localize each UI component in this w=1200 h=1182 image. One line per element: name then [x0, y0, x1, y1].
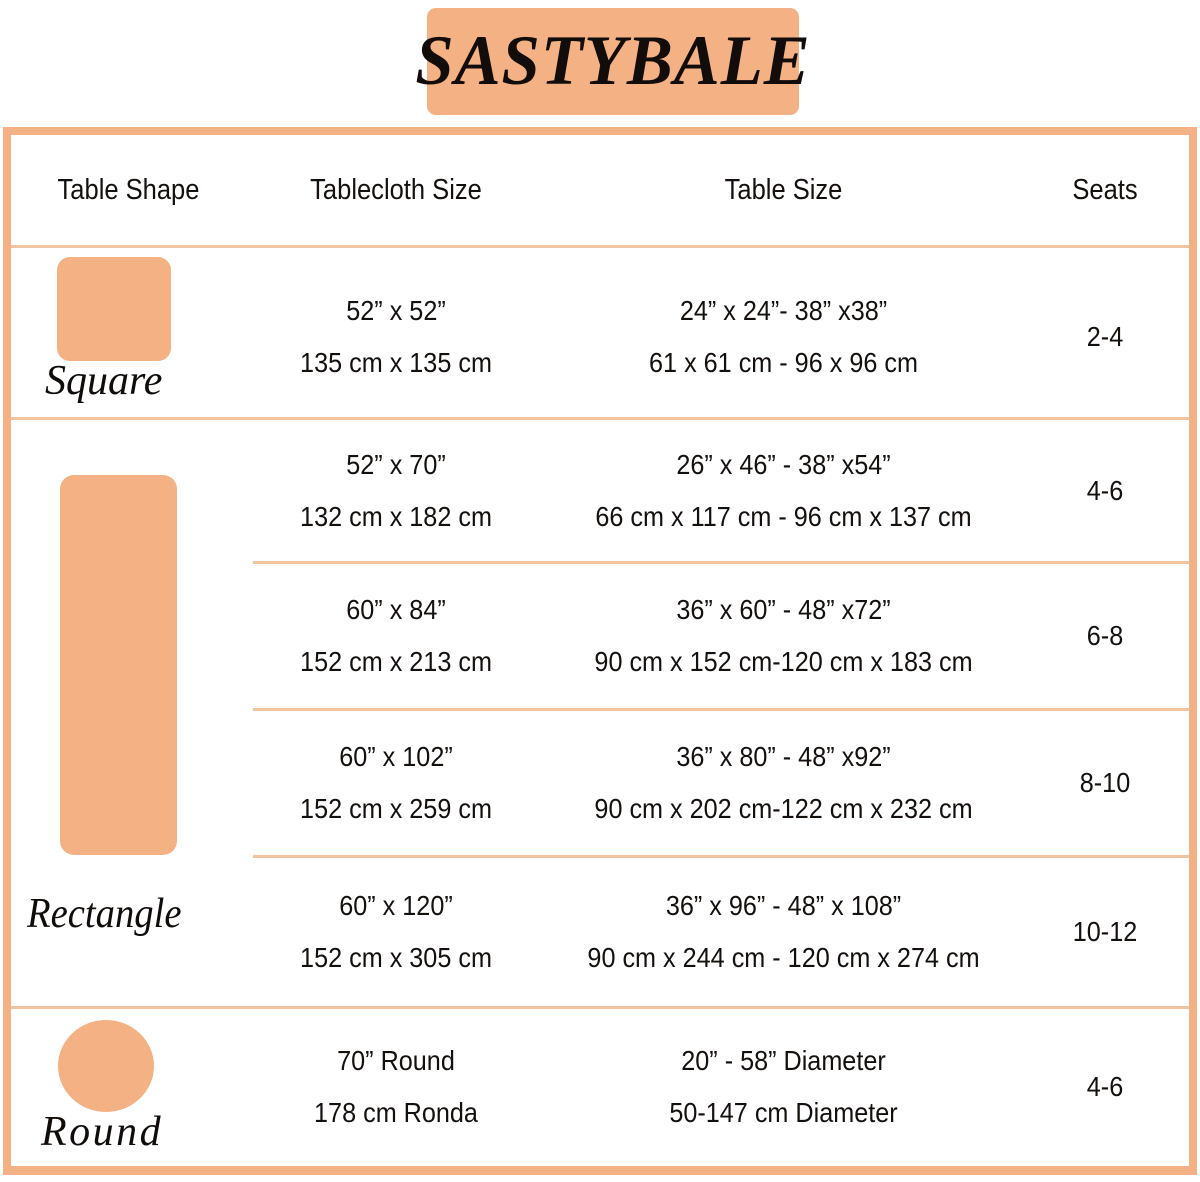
column-header-table-size: Table Size	[724, 173, 843, 206]
rounded-square-shape-icon	[57, 257, 171, 361]
rounded-rectangle-shape-icon	[60, 475, 177, 855]
value-centimeters: 90 cm x 202 cm-122 cm x 232 cm	[594, 793, 973, 824]
cell-tablecloth-size: 52” x 70” 132 cm x 182 cm	[261, 420, 531, 562]
cell-seats: 8-10	[1079, 767, 1131, 798]
cell-tablecloth-size: 70” Round 178 cm Ronda	[261, 1009, 531, 1164]
size-chart-table: Table Shape Tablecloth Size Table Size S…	[3, 127, 1197, 1175]
value-inches: 20” - 58” Diameter	[681, 1044, 886, 1076]
value-inches: 60” x 120”	[339, 890, 453, 922]
shape-label-rectangle: Rectangle	[27, 891, 182, 937]
cell-tablecloth-size: 60” x 102” 152 cm x 259 cm	[261, 711, 531, 855]
cell-table-size: 36” x 80” - 48” x92” 90 cm x 202 cm-122 …	[570, 711, 998, 855]
cell-tablecloth-size: 52” x 52” 135 cm x 135 cm	[261, 257, 531, 417]
table-row: 52” x 70” 132 cm x 182 cm 26” x 46” - 38…	[11, 420, 1189, 562]
cell-tablecloth-size: 60” x 84” 152 cm x 213 cm	[261, 564, 531, 708]
value-centimeters: 90 cm x 244 cm - 120 cm x 274 cm	[587, 942, 980, 973]
row-divider	[253, 708, 1189, 711]
shape-label-round: Round	[41, 1109, 164, 1155]
cell-table-size: 36” x 60” - 48” x72” 90 cm x 152 cm-120 …	[570, 564, 998, 708]
row-divider	[253, 855, 1189, 858]
value-centimeters: 66 cm x 117 cm - 96 cm x 137 cm	[595, 501, 972, 532]
value-centimeters: 132 cm x 182 cm	[300, 501, 492, 532]
value-centimeters: 61 x 61 cm - 96 x 96 cm	[649, 347, 918, 378]
table-row: 70” Round 178 cm Ronda 20” - 58” Diamete…	[11, 1009, 1189, 1164]
value-centimeters: 152 cm x 305 cm	[300, 942, 492, 973]
table-row: 52” x 52” 135 cm x 135 cm 24” x 24”- 38”…	[11, 257, 1189, 417]
value-inches: 26” x 46” - 38” x54”	[676, 449, 891, 481]
shape-cell-square: Square	[11, 257, 246, 417]
cell-seats: 2-4	[1086, 321, 1124, 352]
row-divider	[11, 1006, 1189, 1009]
row-divider	[253, 561, 1189, 564]
brand-header: SASTYBALE	[0, 0, 1200, 121]
shape-label-square: Square	[45, 358, 163, 404]
cell-tablecloth-size: 60” x 120” 152 cm x 305 cm	[261, 858, 531, 1006]
shape-cell-rectangle	[11, 475, 246, 865]
value-centimeters: 152 cm x 259 cm	[300, 793, 492, 824]
cell-table-size: 36” x 96” - 48” x 108” 90 cm x 244 cm - …	[570, 858, 998, 1006]
brand-name: SASTYBALE	[415, 22, 811, 100]
circle-shape-icon	[58, 1020, 154, 1112]
value-inches: 60” x 84”	[346, 594, 446, 626]
value-centimeters: 50-147 cm Diameter	[669, 1096, 898, 1128]
cell-table-size: 20” - 58” Diameter 50-147 cm Diameter	[570, 1009, 998, 1164]
shape-cell-round: Round	[11, 1020, 246, 1180]
cell-seats: 10-12	[1072, 916, 1138, 947]
value-inches: 52” x 70”	[346, 449, 446, 481]
value-centimeters: 178 cm Ronda	[314, 1096, 478, 1128]
value-inches: 36” x 60” - 48” x72”	[676, 594, 891, 626]
cell-table-size: 24” x 24”- 38” x38” 61 x 61 cm - 96 x 96…	[570, 257, 998, 417]
column-header-table-shape: Table Shape	[57, 173, 200, 206]
value-centimeters: 152 cm x 213 cm	[300, 646, 492, 677]
row-divider	[11, 417, 1189, 420]
value-centimeters: 135 cm x 135 cm	[300, 347, 492, 378]
cell-table-size: 26” x 46” - 38” x54” 66 cm x 117 cm - 96…	[570, 420, 998, 562]
brand-plate	[427, 8, 799, 115]
cell-seats: 4-6	[1086, 475, 1124, 506]
cell-seats: 6-8	[1086, 620, 1124, 651]
value-centimeters: 90 cm x 152 cm-120 cm x 183 cm	[594, 646, 973, 677]
cell-seats: 4-6	[1086, 1070, 1124, 1102]
table-row: 60” x 84” 152 cm x 213 cm 36” x 60” - 48…	[11, 564, 1189, 708]
header-divider	[11, 245, 1189, 248]
value-inches: 70” Round	[337, 1044, 455, 1076]
table-row: 60” x 120” 152 cm x 305 cm 36” x 96” - 4…	[11, 858, 1189, 1006]
value-inches: 60” x 102”	[339, 741, 453, 773]
column-header-seats: Seats	[1072, 173, 1138, 206]
value-inches: 36” x 96” - 48” x 108”	[665, 890, 902, 922]
table-row: 60” x 102” 152 cm x 259 cm 36” x 80” - 4…	[11, 711, 1189, 855]
value-inches: 36” x 80” - 48” x92”	[676, 741, 891, 773]
value-inches: 24” x 24”- 38” x38”	[679, 295, 888, 327]
value-inches: 52” x 52”	[346, 295, 446, 327]
column-header-tablecloth-size: Tablecloth Size	[310, 173, 482, 206]
table-header-row: Table Shape Tablecloth Size Table Size S…	[11, 135, 1189, 245]
